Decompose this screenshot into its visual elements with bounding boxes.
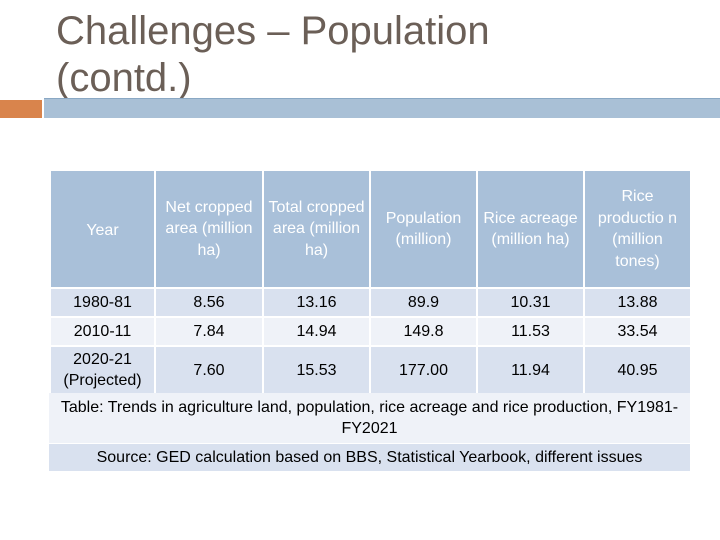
cell-year: 2010-11 <box>49 316 156 347</box>
cell-year: 2020-21 (Projected) <box>49 345 156 395</box>
cell-rice-production: 40.95 <box>583 345 692 395</box>
slide-title: Challenges – Population (contd.) <box>56 8 696 102</box>
table-row: 1980-81 8.56 13.16 89.9 10.31 13.88 <box>49 287 692 318</box>
cell-total-cropped-area: 14.94 <box>262 316 371 347</box>
cell-year: 1980-81 <box>49 287 156 318</box>
trends-table: Year Net cropped area (million ha) Total… <box>49 169 692 395</box>
table-header-row: Year Net cropped area (million ha) Total… <box>49 169 692 289</box>
accent-bar-blue <box>44 99 720 118</box>
cell-rice-acreage: 11.53 <box>476 316 585 347</box>
cell-total-cropped-area: 15.53 <box>262 345 371 395</box>
header-rice-acreage: Rice acreage (million ha) <box>476 169 585 289</box>
cell-rice-acreage: 11.94 <box>476 345 585 395</box>
cell-net-cropped-area: 8.56 <box>154 287 264 318</box>
cell-rice-acreage: 10.31 <box>476 287 585 318</box>
slide-title-line2: (contd.) <box>56 56 192 100</box>
cell-net-cropped-area: 7.60 <box>154 345 264 395</box>
cell-population: 89.9 <box>369 287 478 318</box>
table-row: 2020-21 (Projected) 7.60 15.53 177.00 11… <box>49 345 692 395</box>
table-source: Source: GED calculation based on BBS, St… <box>49 444 690 471</box>
cell-net-cropped-area: 7.84 <box>154 316 264 347</box>
header-rice-production: Rice productio n (million tones) <box>583 169 692 289</box>
cell-rice-production: 13.88 <box>583 287 692 318</box>
table-caption: Table: Trends in agriculture land, popul… <box>49 393 690 443</box>
header-net-cropped-area: Net cropped area (million ha) <box>154 169 264 289</box>
slide-title-line1: Challenges – Population <box>56 9 490 53</box>
accent-bar-orange <box>0 100 42 118</box>
header-year: Year <box>49 169 156 289</box>
header-population: Population (million) <box>369 169 478 289</box>
header-total-cropped-area: Total cropped area (million ha) <box>262 169 371 289</box>
cell-rice-production: 33.54 <box>583 316 692 347</box>
table-row: 2010-11 7.84 14.94 149.8 11.53 33.54 <box>49 316 692 347</box>
cell-population: 149.8 <box>369 316 478 347</box>
cell-total-cropped-area: 13.16 <box>262 287 371 318</box>
title-underline-thin <box>44 98 720 99</box>
cell-population: 177.00 <box>369 345 478 395</box>
